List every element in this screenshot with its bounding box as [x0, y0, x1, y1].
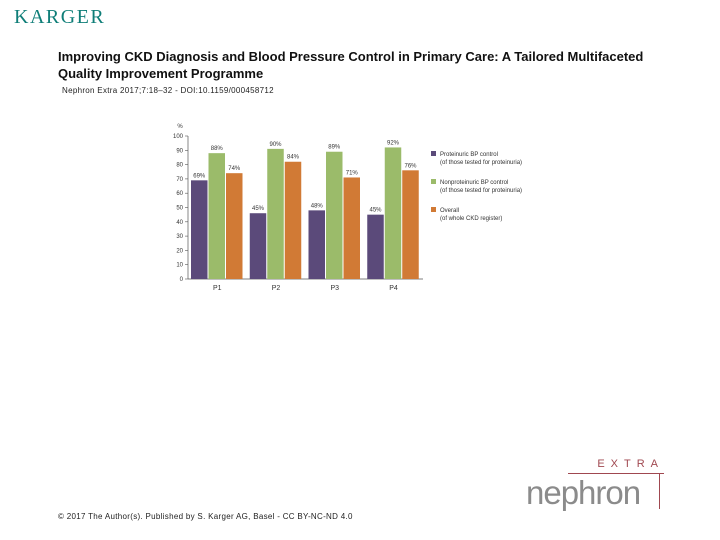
y-tick-label: 0 [180, 277, 184, 283]
data-label: 84% [287, 155, 300, 161]
bar [267, 148, 284, 279]
logo-divider [568, 473, 664, 474]
bar [367, 214, 384, 279]
nephron-extra-logo: EXTRA nephron [524, 458, 664, 518]
nephron-logo-text: nephron [526, 474, 641, 511]
data-label: 45% [369, 208, 382, 214]
extra-logo-text: EXTRA [597, 458, 664, 470]
bar [308, 210, 325, 279]
y-tick-label: 80 [176, 163, 183, 169]
legend-label: (of those tested for proteinuria) [440, 160, 522, 166]
bar [402, 170, 419, 279]
legend-label: Overall [440, 208, 459, 214]
data-label: 88% [211, 146, 224, 152]
bar [191, 180, 208, 279]
page-title: Improving CKD Diagnosis and Blood Pressu… [58, 49, 644, 81]
data-label: 45% [252, 206, 265, 212]
bar-chart: % 0 10 20 30 40 50 60 70 80 90 100 69% 88% 74% P1 45% 90%… [173, 124, 522, 292]
bar [343, 177, 360, 279]
legend-label: (of whole CKD register) [440, 216, 502, 222]
y-tick-label: 40 [176, 220, 183, 226]
legend-swatch [431, 151, 436, 156]
bar [326, 151, 343, 279]
legend-swatch [431, 207, 436, 212]
y-tick-label: 70 [176, 177, 183, 183]
y-tick-label: 30 [176, 234, 183, 240]
bar [284, 161, 302, 279]
data-label: 90% [269, 142, 282, 148]
x-tick-label: P3 [330, 285, 339, 292]
data-label: 89% [328, 145, 341, 151]
data-label: 48% [311, 203, 324, 209]
bar [226, 173, 243, 279]
chart: % 0 10 20 30 40 50 60 70 80 90 100 69% 88% 74% P1 45% 90%… [160, 118, 560, 303]
citation: Nephron Extra 2017;7:18–32 - DOI:10.1159… [62, 86, 274, 95]
y-tick-label: 20 [176, 248, 183, 254]
data-label: 71% [346, 170, 359, 176]
y-tick-label: 60 [176, 191, 183, 197]
x-tick-label: P4 [389, 285, 398, 292]
x-tick-label: P1 [213, 285, 222, 292]
legend-label: Nonproteinuric BP control [440, 180, 508, 186]
bar [384, 147, 402, 279]
legend-label: (of those tested for proteinuria) [440, 188, 522, 194]
data-label: 92% [387, 140, 400, 146]
y-tick-label: 10 [176, 263, 183, 269]
x-tick-label: P2 [272, 285, 281, 292]
bar [208, 153, 225, 279]
y-axis-label: % [177, 124, 183, 130]
data-label: 69% [193, 173, 206, 179]
logo-divider-vertical [659, 473, 660, 509]
data-label: 74% [228, 166, 241, 172]
legend-swatch [431, 179, 436, 184]
y-tick-label: 50 [176, 206, 183, 212]
data-label: 76% [404, 163, 417, 169]
legend-label: Proteinuric BP control [440, 152, 498, 158]
y-tick-label: 90 [176, 148, 183, 154]
bar [249, 213, 267, 279]
copyright-footer: © 2017 The Author(s). Published by S. Ka… [58, 512, 353, 521]
karger-logo: KARGER [14, 6, 106, 28]
y-tick-label: 100 [173, 134, 184, 140]
